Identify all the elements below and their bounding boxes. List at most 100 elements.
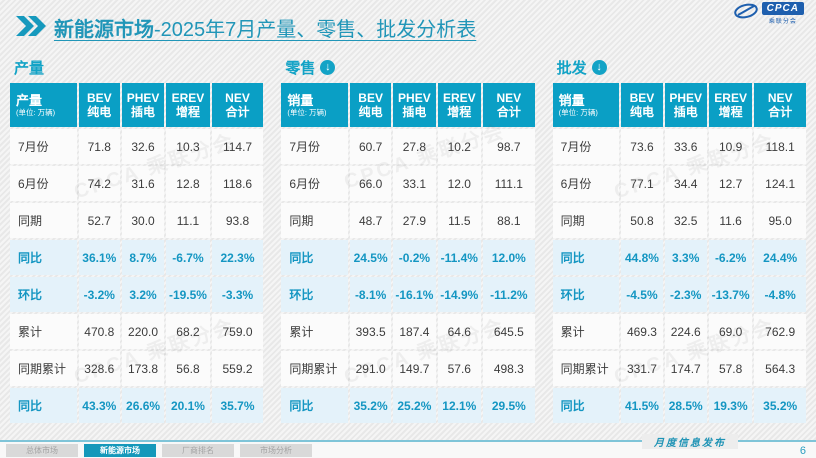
value-cell: 11.6 [708, 203, 753, 238]
value-cell: 32.6 [121, 129, 165, 164]
column-header-line2: 增程 [718, 105, 743, 119]
footer-tab-1[interactable]: 总体市场 [6, 443, 78, 457]
column-header-cell: NEV 合计 [211, 83, 264, 127]
corner-header-label: 产量 [16, 92, 43, 108]
footer-tab-2[interactable]: 新能源市场 [84, 443, 156, 457]
value-cell: 469.3 [621, 314, 663, 349]
value-cell: 31.6 [121, 166, 165, 201]
value-cell: 174.7 [664, 351, 707, 386]
panel-production: 产量 ↓ 产量(单位: 万辆)BEV纯电PHEV插电EREV增程NEV合计7月份… [8, 56, 265, 425]
value-cell: 10.2 [437, 129, 482, 164]
value-cell: -13.7% [708, 277, 753, 312]
down-arrow-icon: ↓ [320, 59, 336, 75]
table-row: 环比 -4.5% -2.3% -13.7% -4.8% [552, 277, 806, 312]
row-label: 环比 [10, 277, 77, 312]
value-cell: 33.1 [393, 166, 436, 201]
cpca-swoosh-icon [733, 2, 759, 25]
value-cell: -16.1% [393, 277, 436, 312]
value-cell: 220.0 [121, 314, 165, 349]
value-cell: 50.8 [621, 203, 663, 238]
unit-note: (单位: 万辆) [16, 108, 56, 118]
value-cell: 762.9 [754, 314, 806, 349]
table-row: 7月份 73.6 33.6 10.9 118.1 [552, 129, 806, 164]
value-cell: -6.7% [166, 240, 210, 275]
value-cell: 60.7 [350, 129, 392, 164]
column-header-line1: BEV [86, 90, 112, 105]
value-cell: -3.3% [211, 277, 264, 312]
footer-bar: 总体市场 新能源市场 厂商排名 市场分析 [0, 440, 816, 458]
slide-header: 新能源市场-2025年7月产量、零售、批发分析表 [16, 8, 800, 46]
table-row: 6月份 77.1 34.4 12.7 124.1 [552, 166, 806, 201]
corner-header-label: 销量 [287, 92, 314, 108]
value-cell: 27.8 [393, 129, 436, 164]
row-label: 环比 [281, 277, 349, 312]
table-header-row: 产量 (单位: 万辆) BEV 纯电 PHEV 插电 EREV 增程 NEV 合计 [10, 83, 264, 127]
table-row: 同期 52.7 30.0 11.1 93.8 [10, 203, 264, 238]
column-header-cell: PHEV 插电 [121, 83, 165, 127]
page-title-prefix: 新能源市场 [54, 18, 154, 41]
value-cell: 64.6 [437, 314, 482, 349]
column-header-cell: EREV 增程 [166, 83, 210, 127]
value-cell: 57.6 [437, 351, 482, 386]
corner-header-label: 销量 [558, 92, 585, 108]
value-cell: -4.8% [754, 277, 806, 312]
cpca-logo-text: CPCA [761, 2, 804, 15]
value-cell: 88.1 [483, 203, 535, 238]
column-header-line2: 纯电 [358, 105, 383, 119]
table-row: 同期累计 331.7 174.7 57.8 564.3 [552, 351, 806, 386]
value-cell: 35.7% [211, 388, 264, 423]
cpca-logo: CPCA 乘联分会 [733, 2, 804, 25]
table-row: 同比 43.3% 26.6% 20.1% 35.7% [10, 388, 264, 423]
value-cell: 498.3 [483, 351, 535, 386]
row-label: 同期累计 [552, 351, 620, 386]
column-header-line2: 插电 [673, 105, 698, 119]
value-cell: 95.0 [754, 203, 806, 238]
value-cell: 3.2% [121, 277, 165, 312]
table-row: 7月份 71.8 32.6 10.3 114.7 [10, 129, 264, 164]
value-cell: 10.9 [708, 129, 753, 164]
column-header-line1: PHEV [669, 90, 703, 105]
row-label: 同期累计 [281, 351, 349, 386]
footer-tab-3[interactable]: 厂商排名 [162, 443, 234, 457]
value-cell: 22.3% [211, 240, 264, 275]
row-label: 累计 [552, 314, 620, 349]
value-cell: 393.5 [350, 314, 392, 349]
value-cell: 645.5 [483, 314, 535, 349]
corner-header-cell: 销量 (单位: 万辆) [552, 83, 620, 127]
production-table: 产量 (单位: 万辆) BEV 纯电 PHEV 插电 EREV 增程 NEV 合计 7月份 71.8 3… [8, 81, 265, 425]
table-row: 同比 44.8% 3.3% -6.2% 24.4% [552, 240, 806, 275]
panel-wholesale: 批发 ↓ 销量 (单位: 万辆) BEV 纯电 PHEV 插电 EREV 增程 NEV 合计 7月份… [551, 56, 808, 425]
footer-tab-4[interactable]: 市场分析 [240, 443, 312, 457]
value-cell: 12.0% [483, 240, 535, 275]
value-cell: 69.0 [708, 314, 753, 349]
value-cell: -2.3% [664, 277, 707, 312]
value-cell: 77.1 [621, 166, 663, 201]
unit-note: (单位: 万辆) [558, 108, 598, 118]
value-cell: 27.9 [393, 203, 436, 238]
table-row: 同期累计 328.6 173.8 56.8 559.2 [10, 351, 264, 386]
value-cell: 71.8 [78, 129, 120, 164]
table-row: 同比 41.5% 28.5% 19.3% 35.2% [552, 388, 806, 423]
down-arrow-icon: ↓ [591, 59, 607, 75]
value-cell: 559.2 [211, 351, 264, 386]
row-label: 累计 [281, 314, 349, 349]
table-row: 累计 393.5 187.4 64.6 645.5 [281, 314, 535, 349]
column-header-line1: PHEV [398, 90, 431, 105]
value-cell: -11.2% [483, 277, 535, 312]
section-label: 产量 [14, 59, 45, 77]
column-header-line2: 插电 [402, 105, 427, 119]
value-cell: 73.6 [621, 129, 663, 164]
value-cell: 564.3 [754, 351, 806, 386]
row-label: 6月份 [552, 166, 620, 201]
row-label: 6月份 [10, 166, 77, 201]
value-cell: 24.5% [350, 240, 392, 275]
value-cell: 52.7 [78, 203, 120, 238]
value-cell: 3.3% [664, 240, 707, 275]
column-header-line2: 增程 [175, 105, 200, 119]
value-cell: 224.6 [664, 314, 707, 349]
corner-header-cell: 销量 (单位: 万辆) [281, 83, 349, 127]
value-cell: 24.4% [754, 240, 806, 275]
release-label: 月度信息发布 [642, 434, 738, 449]
value-cell: 118.1 [754, 129, 806, 164]
value-cell: 56.8 [166, 351, 210, 386]
